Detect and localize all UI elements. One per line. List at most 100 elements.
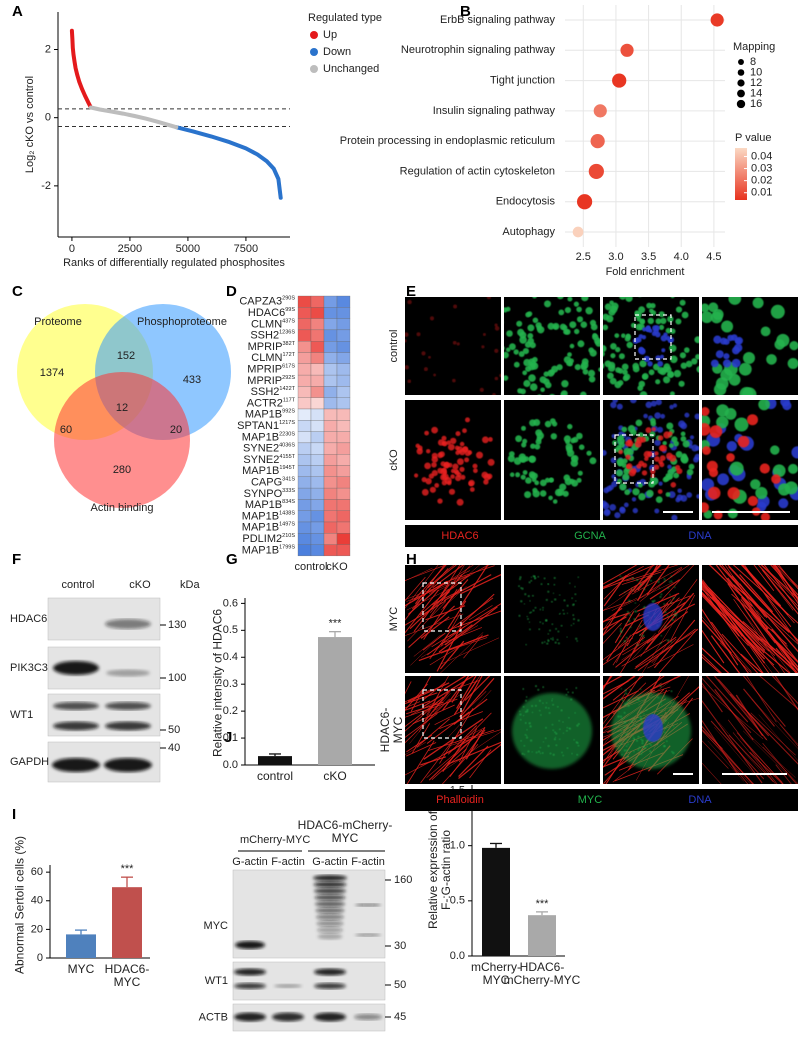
nucleus: [522, 348, 530, 355]
heatmap-cell: [310, 374, 325, 387]
fiber: [702, 700, 763, 784]
heatmap-cell: [336, 318, 351, 331]
nucleus: [684, 412, 690, 418]
nucleus: [622, 375, 629, 382]
heatmap-cell: [310, 420, 325, 432]
nucleus: [622, 473, 630, 481]
nucleus: [670, 297, 675, 299]
nucleus: [674, 610, 677, 613]
heatmap-cell: [297, 499, 312, 511]
heatmap-cell: [336, 397, 351, 410]
heatmap-cell: [323, 386, 338, 398]
band: [313, 875, 347, 881]
nucleus: [789, 341, 798, 351]
fiber: [407, 583, 444, 615]
nucleus: [564, 286, 570, 292]
region-count: 280: [113, 464, 131, 476]
nucleus: [524, 734, 527, 736]
nucleus: [732, 346, 740, 355]
nucleus: [618, 710, 620, 713]
fiber: [603, 565, 638, 585]
nucleus: [654, 508, 660, 514]
nucleus: [528, 374, 536, 382]
heatmap-cell: [310, 307, 325, 319]
fiber: [448, 603, 501, 638]
heatmap-cell: [323, 341, 338, 353]
nucleus: [634, 602, 637, 604]
nucleus: [547, 322, 555, 330]
nucleus: [649, 431, 656, 438]
nucleus: [658, 311, 665, 318]
nucleus: [694, 453, 699, 460]
panel-label: G: [226, 551, 238, 568]
nucleus: [528, 628, 531, 631]
nucleus: [545, 702, 548, 704]
fiber: [759, 676, 798, 710]
heatmap-cell: [336, 487, 351, 500]
nucleus: [425, 478, 432, 485]
nucleus: [533, 577, 536, 580]
nucleus: [666, 615, 669, 617]
nucleus: [669, 593, 671, 596]
site: 292S: [282, 375, 295, 381]
nucleus: [563, 435, 572, 443]
nucleus: [776, 333, 790, 347]
nucleus: [532, 575, 535, 578]
fiber: [420, 625, 479, 658]
nucleus: [522, 705, 525, 708]
fiber: [405, 713, 438, 738]
nucleus: [654, 412, 661, 419]
group-label: HDAC6-mCherry- MYC: [297, 818, 393, 845]
nucleus: [525, 736, 529, 739]
nucleus: [670, 690, 673, 693]
nucleus: [459, 466, 465, 472]
nucleus: [639, 360, 647, 368]
nucleus: [577, 722, 580, 726]
nucleus: [680, 431, 686, 437]
nucleus: [540, 290, 546, 296]
fiber: [637, 565, 659, 602]
heatmap-cell: [310, 352, 325, 364]
nucleus: [421, 477, 427, 483]
nucleus: [654, 439, 661, 446]
y-tick-label: ErbB signaling pathway: [440, 14, 555, 26]
nucleus: [450, 468, 456, 474]
nucleus: [660, 413, 666, 419]
nucleus: [549, 629, 551, 632]
nucleus: [566, 726, 569, 729]
fiber: [740, 565, 789, 616]
fiber: [656, 565, 695, 606]
nucleus: [650, 751, 653, 754]
fiber: [406, 586, 455, 611]
cytoplasm: [512, 693, 592, 769]
heatmap-cell: [310, 363, 325, 376]
lane-label: F-actin: [351, 856, 385, 868]
nucleus: [635, 739, 639, 742]
nucleus: [672, 751, 675, 755]
nucleus: [663, 695, 665, 697]
heatmap-cell: [297, 431, 312, 444]
nucleus: [659, 368, 667, 376]
bar: [112, 887, 142, 958]
nucleus: [637, 735, 640, 739]
fiber: [749, 751, 784, 784]
nucleus: [558, 613, 561, 615]
nucleus: [528, 621, 531, 623]
nucleus: [416, 448, 423, 455]
micrograph: [603, 565, 699, 673]
nucleus: [405, 332, 409, 337]
region-count: 20: [170, 424, 182, 436]
nucleus: [571, 752, 573, 755]
nucleus: [619, 627, 622, 630]
y-tick-label: 40: [31, 895, 43, 907]
nucleus: [454, 470, 460, 476]
nucleus: [452, 463, 459, 470]
nucleus: [441, 467, 447, 473]
nucleus: [787, 358, 798, 369]
nucleus: [522, 470, 528, 475]
nucleus: [575, 600, 577, 602]
band: [53, 661, 99, 675]
fiber: [710, 621, 750, 673]
nucleus: [558, 738, 561, 740]
fiber: [621, 571, 662, 585]
